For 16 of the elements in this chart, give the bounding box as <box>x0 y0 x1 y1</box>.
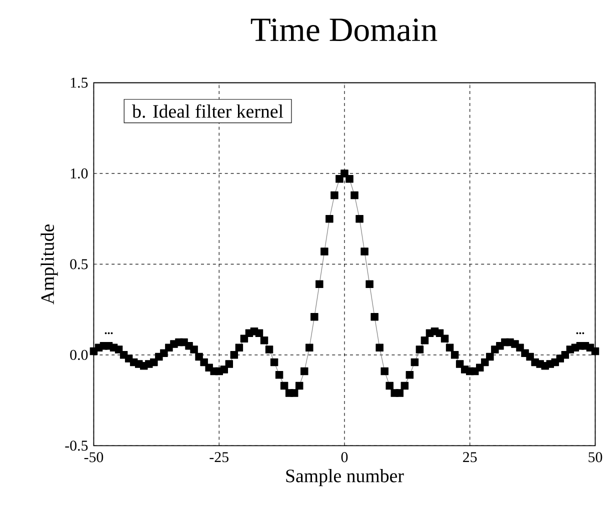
y-axis-title: Amplitude <box>40 224 58 304</box>
x-tick-label: 50 <box>588 452 602 462</box>
x-tick-label: -50 <box>84 452 104 462</box>
annotation: ... <box>576 332 584 334</box>
y-tick-label: 1.5 <box>70 78 88 88</box>
y-tick-label: 1.0 <box>70 168 88 178</box>
x-axis-title: Sample number <box>286 468 404 486</box>
x-tick-label: -25 <box>210 452 228 462</box>
annotation: ... <box>104 332 113 334</box>
y-tick-label: 0.0 <box>70 350 88 360</box>
x-tick-label: 0 <box>341 452 348 462</box>
y-tick-label: 0.5 <box>70 258 88 270</box>
y-tick-label: -0.5 <box>65 440 88 451</box>
x-tick-label: 25 <box>463 452 477 462</box>
annotation: b. Ideal filter kernel <box>132 104 284 118</box>
chart-title: Time Domain <box>250 18 438 42</box>
